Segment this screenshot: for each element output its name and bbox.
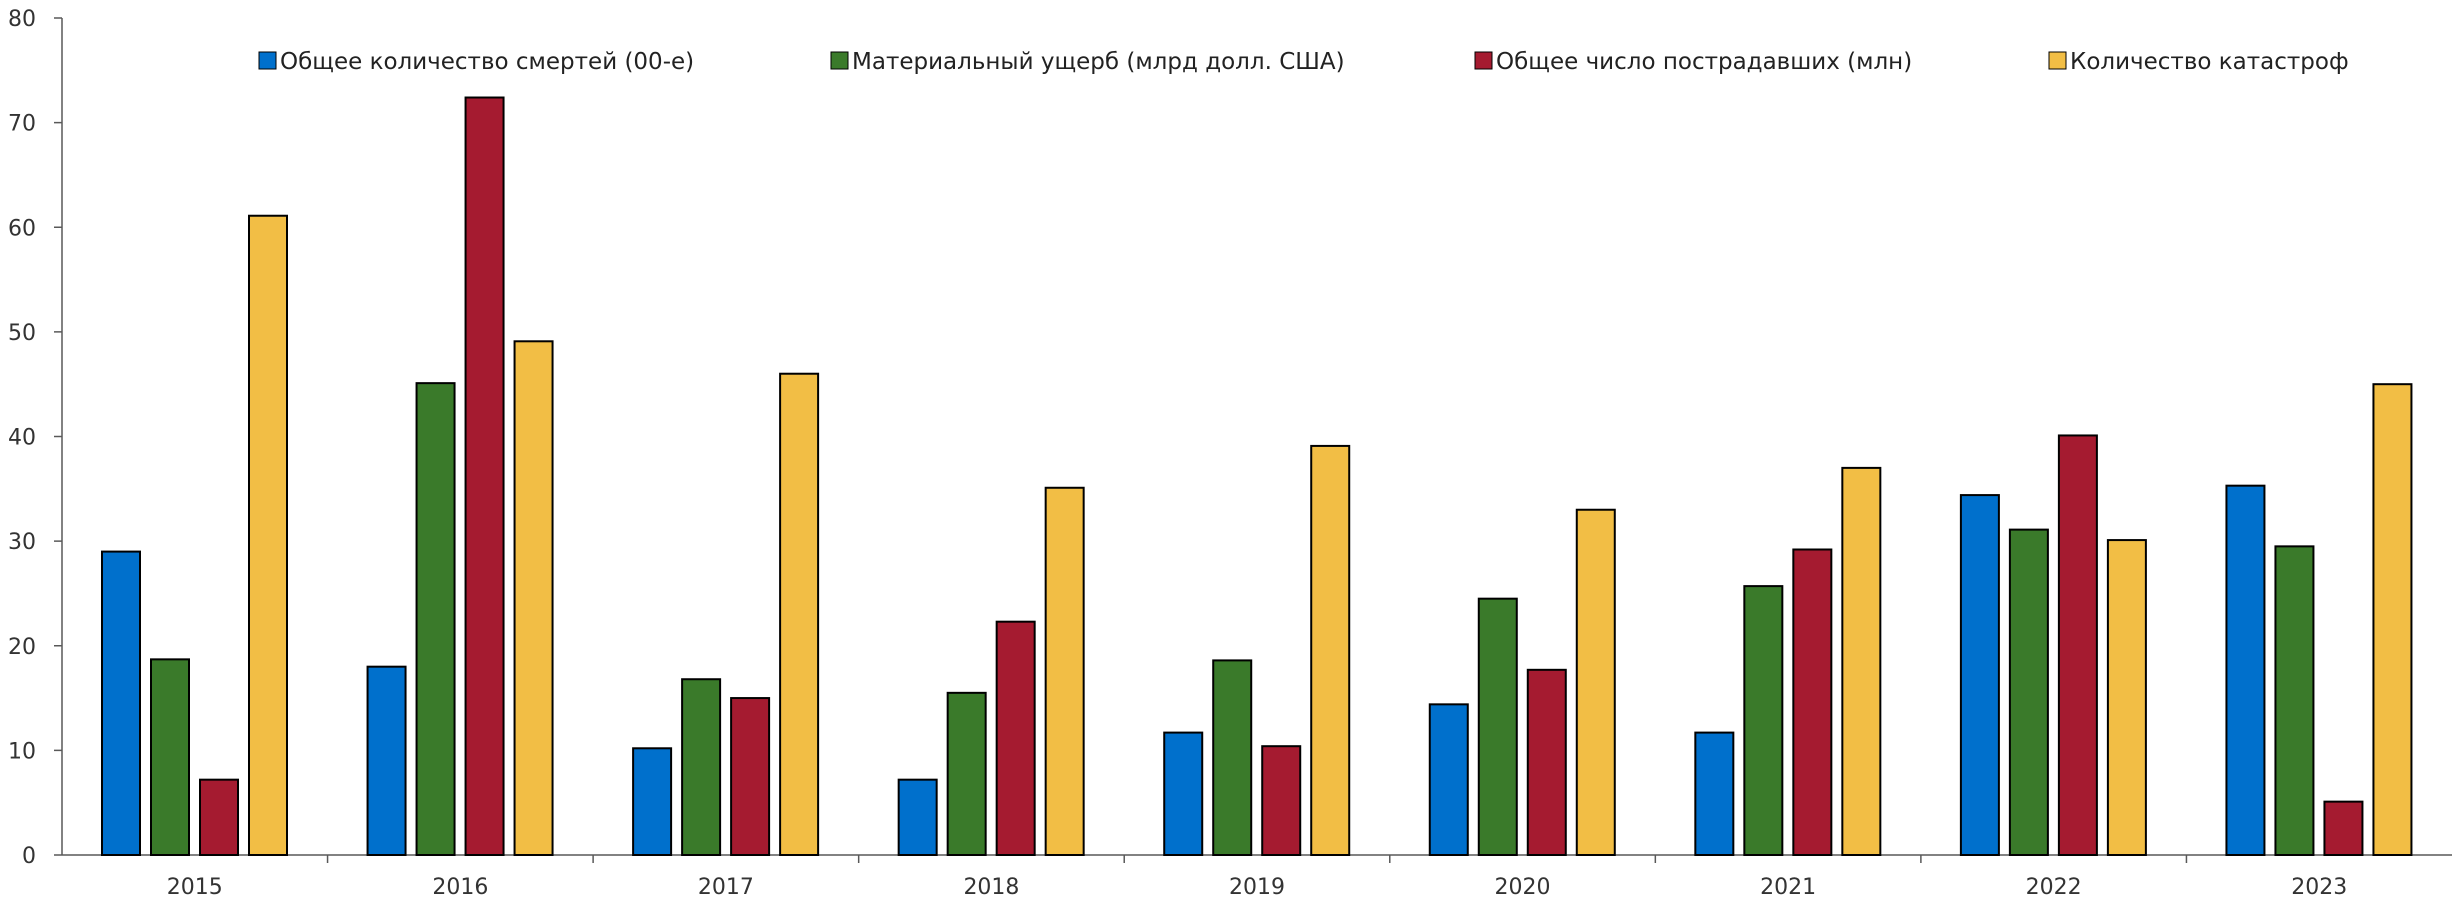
bar-2023-series-3 <box>2323 800 2364 856</box>
legend-label: Количество катастроф <box>2070 49 2349 75</box>
x-tick-label: 2021 <box>1760 875 1816 900</box>
bar-2020-series-3 <box>1526 668 1567 856</box>
bar-2018-series-2 <box>946 691 987 856</box>
bar-2016-series-1 <box>366 665 407 856</box>
bar-2020-series-4 <box>1575 508 1616 856</box>
bar-2023-series-4 <box>2372 383 2413 856</box>
y-tick-label: 60 <box>8 216 36 241</box>
bar-2019-series-2 <box>1212 659 1253 857</box>
legend-label: Общее количество смертей (00-е) <box>280 49 694 75</box>
bar-2021-series-2 <box>1743 585 1784 857</box>
legend-item-1: Общее количество смертей (00-е) <box>258 49 694 75</box>
bar-2022-series-1 <box>1959 494 2000 856</box>
bar-2023-series-2 <box>2274 545 2315 856</box>
x-tick-label: 2016 <box>432 875 488 900</box>
bars <box>101 96 2413 857</box>
bar-2022-series-3 <box>2057 434 2098 856</box>
legend-label: Общее число пострадавших (млн) <box>1496 49 1912 75</box>
legend-item-3: Общее число пострадавших (млн) <box>1474 49 1912 75</box>
y-tick-label: 50 <box>8 321 36 346</box>
bar-2018-series-4 <box>1044 486 1085 856</box>
bar-2020-series-2 <box>1477 597 1518 856</box>
bar-2021-series-1 <box>1694 731 1735 856</box>
x-tick-label: 2020 <box>1495 875 1551 900</box>
bar-2019-series-1 <box>1163 731 1204 856</box>
bar-2016-series-3 <box>464 96 505 856</box>
bar-2015-series-4 <box>248 214 288 856</box>
legend-swatch <box>258 51 277 70</box>
bar-2023-series-1 <box>2225 484 2266 856</box>
x-tick-label: 2018 <box>963 875 1019 900</box>
y-tick-label: 40 <box>8 426 36 451</box>
y-tick-label: 0 <box>22 844 36 869</box>
legend: Общее количество смертей (00-е) Материаль… <box>258 49 2349 75</box>
bar-2015-series-2 <box>150 658 190 856</box>
bar-2017-series-4 <box>779 372 820 856</box>
bar-2022-series-4 <box>2106 539 2147 856</box>
bar-2018-series-1 <box>897 778 938 856</box>
bar-2017-series-3 <box>730 697 771 856</box>
x-tick-label: 2019 <box>1229 875 1285 900</box>
legend-item-2: Материальный ущерб (млрд долл. США) <box>830 49 1345 75</box>
bar-2022-series-2 <box>2008 528 2049 857</box>
legend-swatch <box>1474 51 1493 70</box>
bar-2018-series-3 <box>995 620 1036 857</box>
bar-2017-series-2 <box>681 678 722 856</box>
x-tick-label: 2015 <box>167 875 223 900</box>
y-tick-label: 30 <box>8 530 36 555</box>
bar-2016-series-4 <box>513 340 554 856</box>
legend-swatch <box>830 51 849 70</box>
bar-2016-series-2 <box>415 382 456 856</box>
x-axis: 2015 2016 2017 2018 2019 2020 2021 2022 2023 <box>62 854 2452 900</box>
y-tick-label: 10 <box>8 739 36 764</box>
x-tick-label: 2022 <box>2026 875 2082 900</box>
bar-2020-series-1 <box>1428 703 1469 857</box>
y-tick-label: 80 <box>8 7 36 32</box>
bar-2021-series-4 <box>1841 466 1882 856</box>
bar-2015-series-3 <box>199 778 239 856</box>
y-axis: 0 10 20 30 40 50 60 70 80 <box>8 7 63 869</box>
legend-label: Материальный ущерб (млрд долл. США) <box>852 49 1345 75</box>
bar-2021-series-3 <box>1792 548 1833 856</box>
bar-2015-series-1 <box>101 550 141 857</box>
y-tick-label: 70 <box>8 112 36 137</box>
bar-2019-series-4 <box>1310 444 1351 856</box>
legend-swatch <box>2048 51 2067 70</box>
x-tick-label: 2023 <box>2291 875 2347 900</box>
y-tick-label: 20 <box>8 635 36 660</box>
x-tick-label: 2017 <box>698 875 754 900</box>
bar-2019-series-3 <box>1261 745 1302 856</box>
legend-item-4: Количество катастроф <box>2048 49 2349 75</box>
bar-2017-series-1 <box>632 747 673 856</box>
